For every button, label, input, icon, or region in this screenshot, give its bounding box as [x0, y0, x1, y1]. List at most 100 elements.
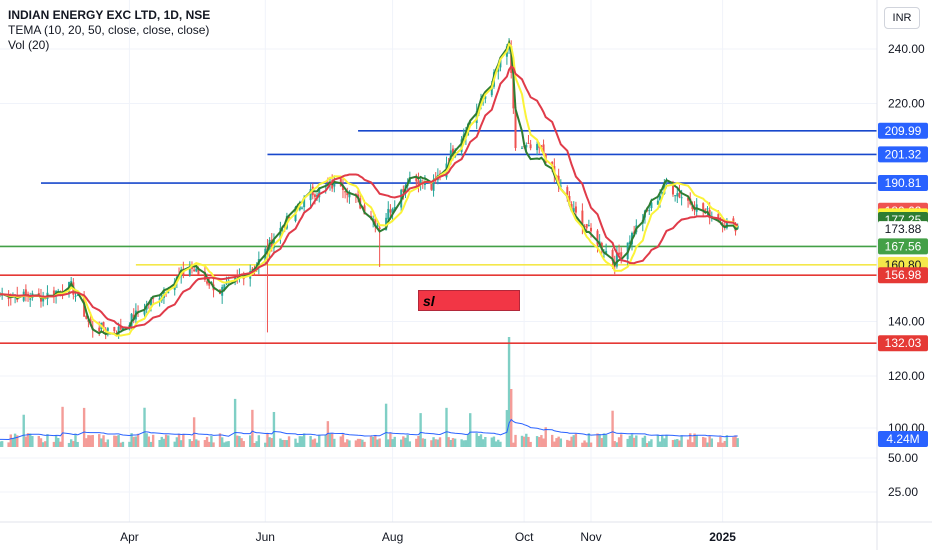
volume-bar	[106, 439, 110, 447]
volume-bar	[430, 440, 433, 447]
volume-bar	[510, 389, 513, 447]
volume-bar	[479, 434, 483, 447]
volume-bar	[490, 437, 493, 447]
candle-body	[102, 322, 105, 329]
volume-bar	[167, 435, 170, 447]
candle-body	[460, 139, 463, 152]
level-price-tag	[878, 122, 928, 139]
candle-body	[527, 142, 530, 144]
volume-bar	[404, 437, 407, 447]
volume-value-tag	[878, 431, 928, 447]
y-tick-label: 50.00	[888, 451, 918, 465]
candle-body	[309, 189, 312, 201]
volume-bar	[102, 435, 105, 447]
candle-body	[288, 216, 291, 220]
volume-bar	[313, 438, 317, 447]
volume-bar	[311, 439, 314, 447]
volume-bar	[438, 437, 442, 447]
volume-bar	[113, 435, 116, 447]
candle-body	[484, 96, 487, 99]
x-tick-label: Jun	[256, 530, 275, 544]
volume-bar	[348, 440, 351, 447]
candle-body	[687, 197, 690, 201]
candle-body	[193, 269, 196, 272]
currency-button[interactable]: INR	[884, 7, 920, 29]
volume-bar	[7, 442, 10, 447]
volume-bar	[296, 442, 299, 447]
level-price-tag	[878, 238, 928, 255]
volume-bar	[89, 435, 92, 447]
candle-body	[430, 183, 433, 190]
volume-bar	[570, 436, 573, 447]
level-price-tag	[878, 175, 928, 192]
volume-bar	[706, 442, 709, 447]
volume-bar	[708, 436, 711, 447]
volume-bar	[432, 437, 435, 447]
volume-bar	[130, 433, 133, 447]
volume-bar	[145, 433, 148, 447]
volume-bar	[686, 439, 690, 447]
volume-bar	[136, 433, 140, 447]
volume-bar	[197, 440, 200, 447]
volume-value-label: 4.24M	[886, 432, 919, 446]
volume-bar	[628, 435, 632, 447]
candle-body	[706, 208, 709, 210]
candle-body	[374, 218, 377, 227]
volume-bar	[725, 435, 729, 447]
volume-bar	[69, 439, 73, 447]
volume-bar	[402, 436, 405, 447]
candle-body	[234, 276, 237, 281]
candle-body	[298, 206, 301, 210]
candle-body	[451, 148, 454, 156]
candle-body	[680, 197, 683, 199]
volume-bar	[484, 437, 487, 447]
volume-bar	[635, 435, 638, 447]
volume-bar	[732, 437, 735, 447]
candle-body	[605, 250, 608, 255]
candle-body	[514, 107, 517, 149]
candle-body	[671, 182, 674, 195]
chart-legend: INDIAN ENERGY EXC LTD, 1D, NSE TEMA (10,…	[8, 8, 210, 53]
x-tick-label: 2025	[709, 530, 736, 544]
volume-bar	[361, 439, 364, 447]
volume-bar	[149, 441, 153, 447]
volume-bar	[374, 434, 377, 447]
volume-bar	[302, 433, 306, 447]
volume-bar	[626, 438, 629, 447]
candle-body	[402, 188, 405, 193]
volume-bar	[406, 434, 409, 447]
volume-bar	[464, 440, 468, 447]
volume-bar	[525, 433, 528, 447]
candle-body	[98, 327, 101, 332]
volume-bar	[583, 440, 586, 447]
candle-body	[167, 291, 170, 294]
candle-body	[143, 310, 146, 315]
volume-bar	[164, 434, 168, 447]
volume-bar	[673, 439, 677, 447]
volume-bar	[512, 442, 515, 447]
volume-bar	[330, 433, 334, 447]
volume-bar	[387, 439, 390, 447]
candle-body	[389, 209, 392, 213]
volume-bar	[212, 442, 215, 447]
volume-bar	[82, 407, 86, 447]
volume-bar	[529, 441, 532, 447]
level-price-label: 201.32	[885, 147, 922, 161]
volume-bar	[175, 437, 179, 447]
volume-bar	[31, 435, 34, 447]
volume-bar	[117, 435, 120, 447]
volume-bar	[376, 439, 379, 447]
volume-bar	[39, 438, 43, 447]
chart-title: INDIAN ENERGY EXC LTD, 1D, NSE	[8, 8, 211, 22]
candle-body	[650, 202, 653, 209]
volume-bar	[717, 442, 720, 447]
candle-body	[620, 252, 623, 257]
volume-bar	[650, 439, 653, 447]
volume-bar	[453, 438, 457, 447]
volume-bar	[600, 438, 604, 447]
volume-bar	[173, 441, 176, 447]
candle-body	[585, 224, 588, 229]
volume-bar	[611, 410, 614, 447]
volume-bar	[497, 439, 500, 447]
